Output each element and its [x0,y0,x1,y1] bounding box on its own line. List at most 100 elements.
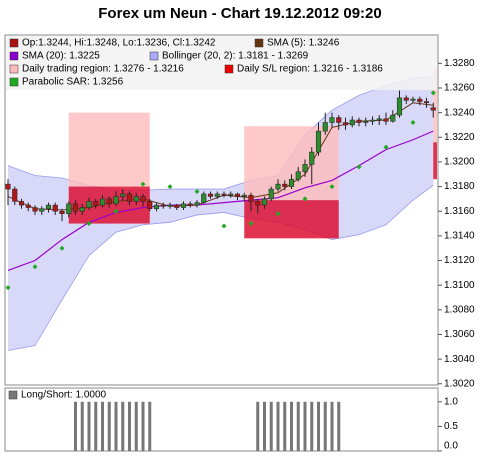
candle-body [255,201,261,206]
candle-body [430,107,436,111]
legend-label: SMA (5): 1.3246 [267,38,340,49]
panel-y-tick-label: 0.0 [444,441,458,452]
legend-swatch [149,51,159,61]
y-tick-label: 1.3260 [444,83,475,94]
sar-dot [86,221,92,227]
long-short-bar [87,401,91,451]
long-short-bar [114,401,118,451]
panel-y-tick-label: 0.5 [444,421,458,432]
candle-body [336,117,342,123]
long-short-bar [296,401,300,451]
candle-body [59,210,65,214]
trading-region [433,68,437,143]
y-tick-label: 1.3140 [444,231,475,242]
long-short-bar [80,401,84,451]
candle-body [423,101,430,104]
y-tick-label: 1.3120 [444,255,475,266]
sar-dot [221,223,227,229]
candle-body [201,193,207,203]
candle-body [5,183,11,190]
long-short-bar [121,401,125,451]
sar-dot [5,285,11,291]
sar-dot [410,120,416,125]
panel-y-tick-label: 1.0 [444,396,458,407]
long-short-bar [101,401,104,451]
candle-body [329,117,335,123]
candle-body [174,204,180,208]
sar-dot [356,164,362,170]
candle-body [126,193,133,202]
candle-body [396,97,403,116]
long-short-bar [290,401,293,451]
candle-body [147,201,153,210]
legend-swatch [254,38,264,48]
long-short-bar [148,401,152,451]
y-tick-label: 1.3020 [444,378,475,389]
bollinger-lower [7,185,434,351]
candle-body [18,201,25,206]
candle-body [207,193,214,197]
sar-dot [275,211,281,217]
sma20-line [7,130,434,271]
sar-dot [194,189,200,195]
candle-body [45,204,52,210]
legend-label: Daily S/L region: 1.3216 - 1.3186 [237,64,383,75]
chart-title: Forex um Neun - Chart 19.12.2012 09:20 [98,5,381,22]
candle-body [79,207,85,212]
candle-body [248,194,254,202]
legend-swatch [9,77,19,87]
y-tick-label: 1.3180 [444,181,475,192]
sar-dot [430,90,436,96]
legend-label: Op:1.3244, Hi:1.3248, Lo:1.3236, Cl:1.32… [22,38,216,49]
sl-region [433,142,437,180]
candle-body [66,203,72,214]
long-short-bar [141,401,145,451]
long-short-bar [74,401,77,451]
y-tick-label: 1.3080 [444,304,475,315]
candle-body [342,122,349,126]
legend-swatch [224,64,234,74]
candle-body [369,119,376,122]
candle-body [261,198,268,206]
sar-dot [167,184,173,190]
legend-swatch [9,64,19,74]
candle-body [410,98,416,101]
candle-body [282,183,288,187]
y-tick-label: 1.3160 [444,206,475,217]
candle-body [93,201,99,206]
candle-body [99,198,106,206]
y-tick-label: 1.3100 [444,280,475,291]
y-tick-label: 1.3200 [444,157,475,168]
long-short-bar [256,401,260,451]
sar-dot [248,221,254,227]
candle-body [349,119,355,126]
candle-body [309,151,315,165]
candle-body [241,194,247,197]
candle-body [403,97,409,101]
candle-body [322,122,328,132]
candle-body [86,201,92,208]
long-short-bar [134,401,138,451]
sar-dot [140,181,146,187]
long-short-bar [330,401,334,451]
long-short-bar [276,401,280,451]
long-short-bar [317,401,320,451]
candle-body [39,208,45,212]
long-short-bar [263,401,266,451]
panel-frame [4,387,439,452]
sar-dot [329,184,335,190]
candle-body [113,196,119,205]
candle-body [160,204,166,207]
y-tick-label: 1.3040 [444,354,475,365]
candle-body [72,203,79,212]
candle-body [417,98,423,102]
candle-body [106,198,112,205]
candle-body [214,193,220,197]
long-short-bar [310,401,314,451]
candle-body [153,204,160,210]
candle-body [228,193,234,196]
long-short-bar [337,401,341,451]
legend-label: Daily trading region: 1.3276 - 1.3216 [22,64,184,75]
